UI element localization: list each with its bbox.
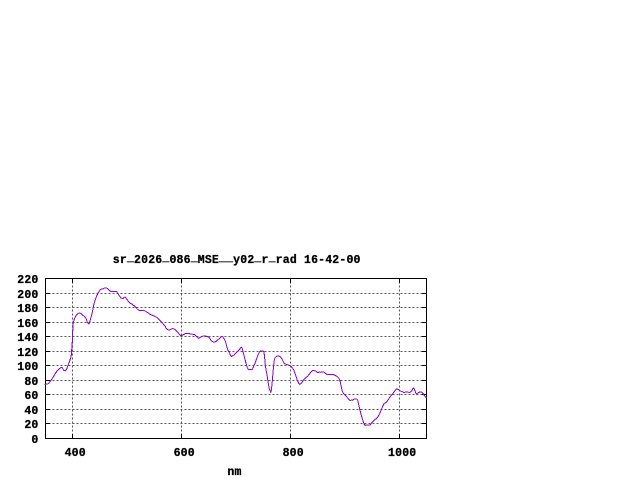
svg-text:nm: nm xyxy=(227,466,241,479)
svg-text:80: 80 xyxy=(24,376,38,389)
svg-text:40: 40 xyxy=(24,405,38,418)
svg-text:200: 200 xyxy=(17,289,38,302)
svg-text:140: 140 xyxy=(17,332,38,345)
svg-text:60: 60 xyxy=(24,390,38,403)
svg-text:100: 100 xyxy=(17,361,38,374)
svg-text:sr 2026 086 MSE y02 r rad 16-: sr 2026 086 MSE y02 r rad 16-42-00 xyxy=(113,254,361,267)
svg-text:220: 220 xyxy=(17,274,38,287)
svg-text:800: 800 xyxy=(283,447,304,460)
svg-text:160: 160 xyxy=(17,318,38,331)
svg-text:600: 600 xyxy=(174,447,195,460)
svg-text:1000: 1000 xyxy=(388,447,416,460)
svg-text:400: 400 xyxy=(65,447,86,460)
svg-text:20: 20 xyxy=(24,419,38,432)
svg-text:0: 0 xyxy=(31,434,38,447)
svg-text:_ _ _ __ _ _: _ _ _ __ _ _ xyxy=(113,252,276,265)
svg-text:120: 120 xyxy=(17,347,38,360)
svg-text:180: 180 xyxy=(17,303,38,316)
